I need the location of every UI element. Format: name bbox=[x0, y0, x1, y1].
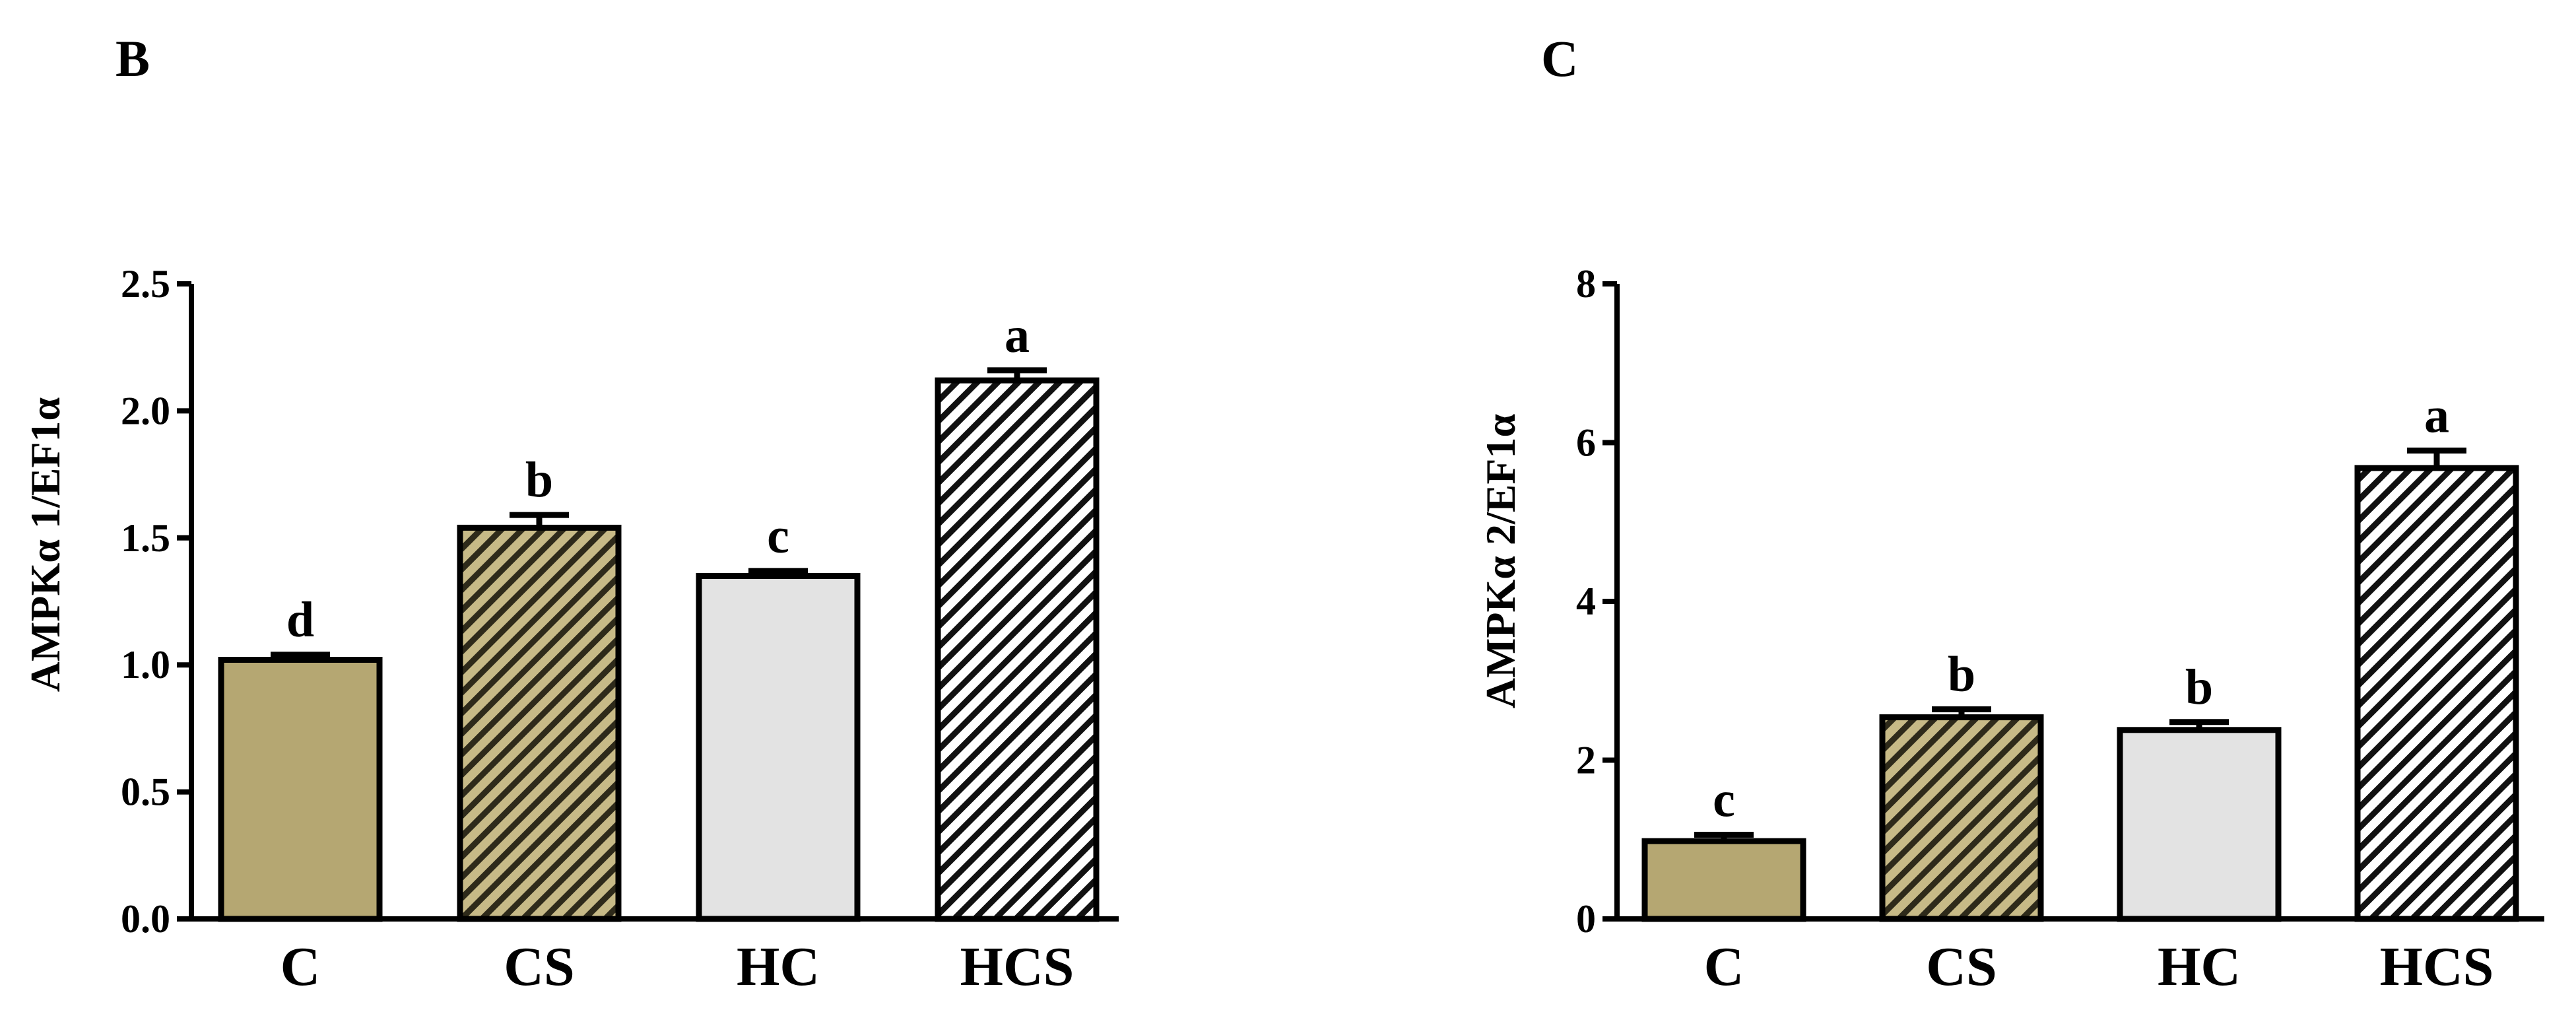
x-tick-labels-c: C CS HC HCS bbox=[1704, 936, 2494, 997]
y-ticks-c: 0 2 4 6 8 bbox=[1576, 262, 1617, 941]
bar-c-c bbox=[1641, 838, 1806, 922]
y-tick-label-b: 2.0 bbox=[121, 389, 170, 432]
chart-panel-b: B AMPKα 1/EF1α 0.0 0.5 1.0 1.5 2.0 2.5 d b c a C… bbox=[22, 30, 1119, 997]
y-ticks-b: 0.0 0.5 1.0 1.5 2.0 2.5 bbox=[121, 262, 191, 941]
bar-cs-b bbox=[457, 524, 622, 922]
significance-labels-c: c b b a bbox=[1713, 388, 2449, 828]
y-tick-label-b: 1.5 bbox=[121, 516, 170, 560]
y-axis-label-c: AMPKα 2/EF1α bbox=[1477, 413, 1524, 708]
error-bar-cs-b bbox=[510, 512, 569, 528]
panel-letter-b: B bbox=[116, 30, 150, 87]
panel-letter-c: C bbox=[1541, 30, 1578, 87]
x-tick-label-b: HC bbox=[737, 936, 820, 997]
significance-letter-b: b bbox=[525, 452, 553, 508]
y-tick-label-b: 0.0 bbox=[121, 897, 170, 941]
significance-labels-b: d b c a bbox=[286, 308, 1030, 648]
bars-c bbox=[1641, 465, 2519, 922]
y-tick-label-c: 4 bbox=[1576, 580, 1596, 623]
error-bars-c bbox=[1694, 448, 2466, 842]
y-axis-label-b: AMPKα 1/EF1α bbox=[22, 397, 69, 692]
significance-letter-b: a bbox=[1005, 308, 1030, 363]
x-tick-labels-b: C CS HC HCS bbox=[281, 936, 1074, 997]
y-tick-label-c: 2 bbox=[1576, 739, 1596, 782]
bars-b bbox=[218, 377, 1100, 922]
error-bar-c-b bbox=[271, 652, 330, 660]
bar-hcs-c bbox=[2354, 465, 2519, 922]
chart-panel-c: C AMPKα 2/EF1α 0 2 4 6 8 c b b a C CS HC HCS bbox=[1477, 30, 2544, 997]
x-tick-label-b: C bbox=[281, 936, 321, 997]
error-bar-cs-c bbox=[1932, 706, 1991, 718]
x-tick-label-c: HC bbox=[2158, 936, 2241, 997]
significance-letter-c: b bbox=[2185, 659, 2213, 715]
bar-c-b bbox=[218, 657, 383, 922]
error-bar-c-c bbox=[1694, 832, 1754, 842]
x-tick-label-c: CS bbox=[1926, 936, 1997, 997]
x-tick-label-b: HCS bbox=[960, 936, 1074, 997]
y-tick-label-b: 1.0 bbox=[121, 643, 170, 687]
bar-cs-c bbox=[1879, 714, 2044, 922]
y-tick-label-b: 2.5 bbox=[121, 262, 170, 306]
error-bar-hcs-c bbox=[2407, 448, 2466, 468]
significance-letter-c: c bbox=[1713, 772, 1735, 828]
y-tick-label-b: 0.5 bbox=[121, 770, 170, 814]
significance-letter-b: d bbox=[286, 592, 314, 648]
error-bars-b bbox=[271, 367, 1047, 660]
y-tick-label-c: 8 bbox=[1576, 262, 1596, 306]
bar-hc-b bbox=[696, 573, 861, 922]
significance-letter-b: c bbox=[767, 508, 789, 564]
x-tick-label-b: CS bbox=[504, 936, 574, 997]
error-bar-hc-b bbox=[748, 568, 808, 576]
bar-hc-c bbox=[2117, 727, 2282, 922]
significance-letter-c: b bbox=[1948, 647, 1975, 702]
error-bar-hcs-b bbox=[987, 367, 1047, 381]
y-tick-label-c: 6 bbox=[1576, 421, 1596, 465]
y-tick-label-c: 0 bbox=[1576, 897, 1596, 941]
bar-hcs-b bbox=[935, 377, 1100, 922]
x-tick-label-c: C bbox=[1704, 936, 1744, 997]
error-bar-hc-c bbox=[2169, 719, 2229, 730]
significance-letter-c: a bbox=[2424, 388, 2449, 444]
x-tick-label-c: HCS bbox=[2380, 936, 2494, 997]
